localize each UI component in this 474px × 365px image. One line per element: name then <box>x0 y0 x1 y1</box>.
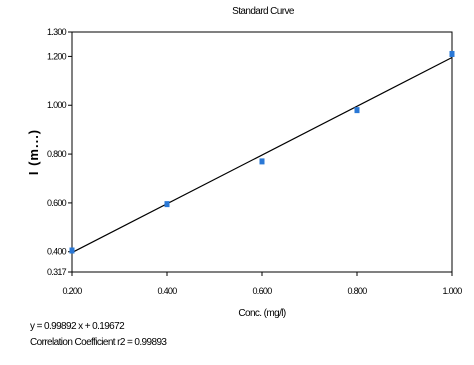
data-point <box>449 50 455 57</box>
standard-curve-chart: Standard Curve 0.317 0.400 0.600 0.800 1.000… <box>26 6 463 318</box>
y-tick-label: 0.600 <box>47 198 67 208</box>
x-tick-label: 0.600 <box>252 286 272 296</box>
data-point <box>69 247 75 254</box>
y-tick-label: 0.317 <box>47 267 67 277</box>
chart-title: Standard Curve <box>232 6 295 17</box>
data-point <box>354 107 360 114</box>
plot-area <box>71 31 453 273</box>
x-axis: 0.200 0.400 0.600 0.800 1.000 <box>62 272 463 296</box>
data-points <box>69 50 455 254</box>
y-tick-label: 1.200 <box>47 51 67 61</box>
x-tick-label: 0.200 <box>62 286 82 296</box>
data-point <box>259 158 265 165</box>
data-point <box>164 201 170 208</box>
y-tick-label: 1.300 <box>47 27 67 37</box>
svg-text:I (m...): I (m...) <box>26 129 41 175</box>
x-tick-label: 0.800 <box>347 286 367 296</box>
x-tick-label: 0.400 <box>157 286 177 296</box>
y-axis-label: I (m...) <box>26 129 41 175</box>
y-axis: 0.317 0.400 0.600 0.800 1.000 1.200 1.300 <box>47 27 72 277</box>
regression-line <box>71 56 453 254</box>
x-axis-label: Conc. (mg/l) <box>238 308 286 318</box>
correlation-coefficient: Correlation Coefficient r2 = 0.99893 <box>30 337 167 348</box>
x-tick-label: 1.000 <box>442 286 462 296</box>
y-tick-label: 0.800 <box>47 149 67 159</box>
y-tick-label: 0.400 <box>47 247 67 257</box>
regression-equation: y = 0.99892 x + 0.19672 <box>30 321 125 332</box>
y-tick-label: 1.000 <box>47 100 67 110</box>
